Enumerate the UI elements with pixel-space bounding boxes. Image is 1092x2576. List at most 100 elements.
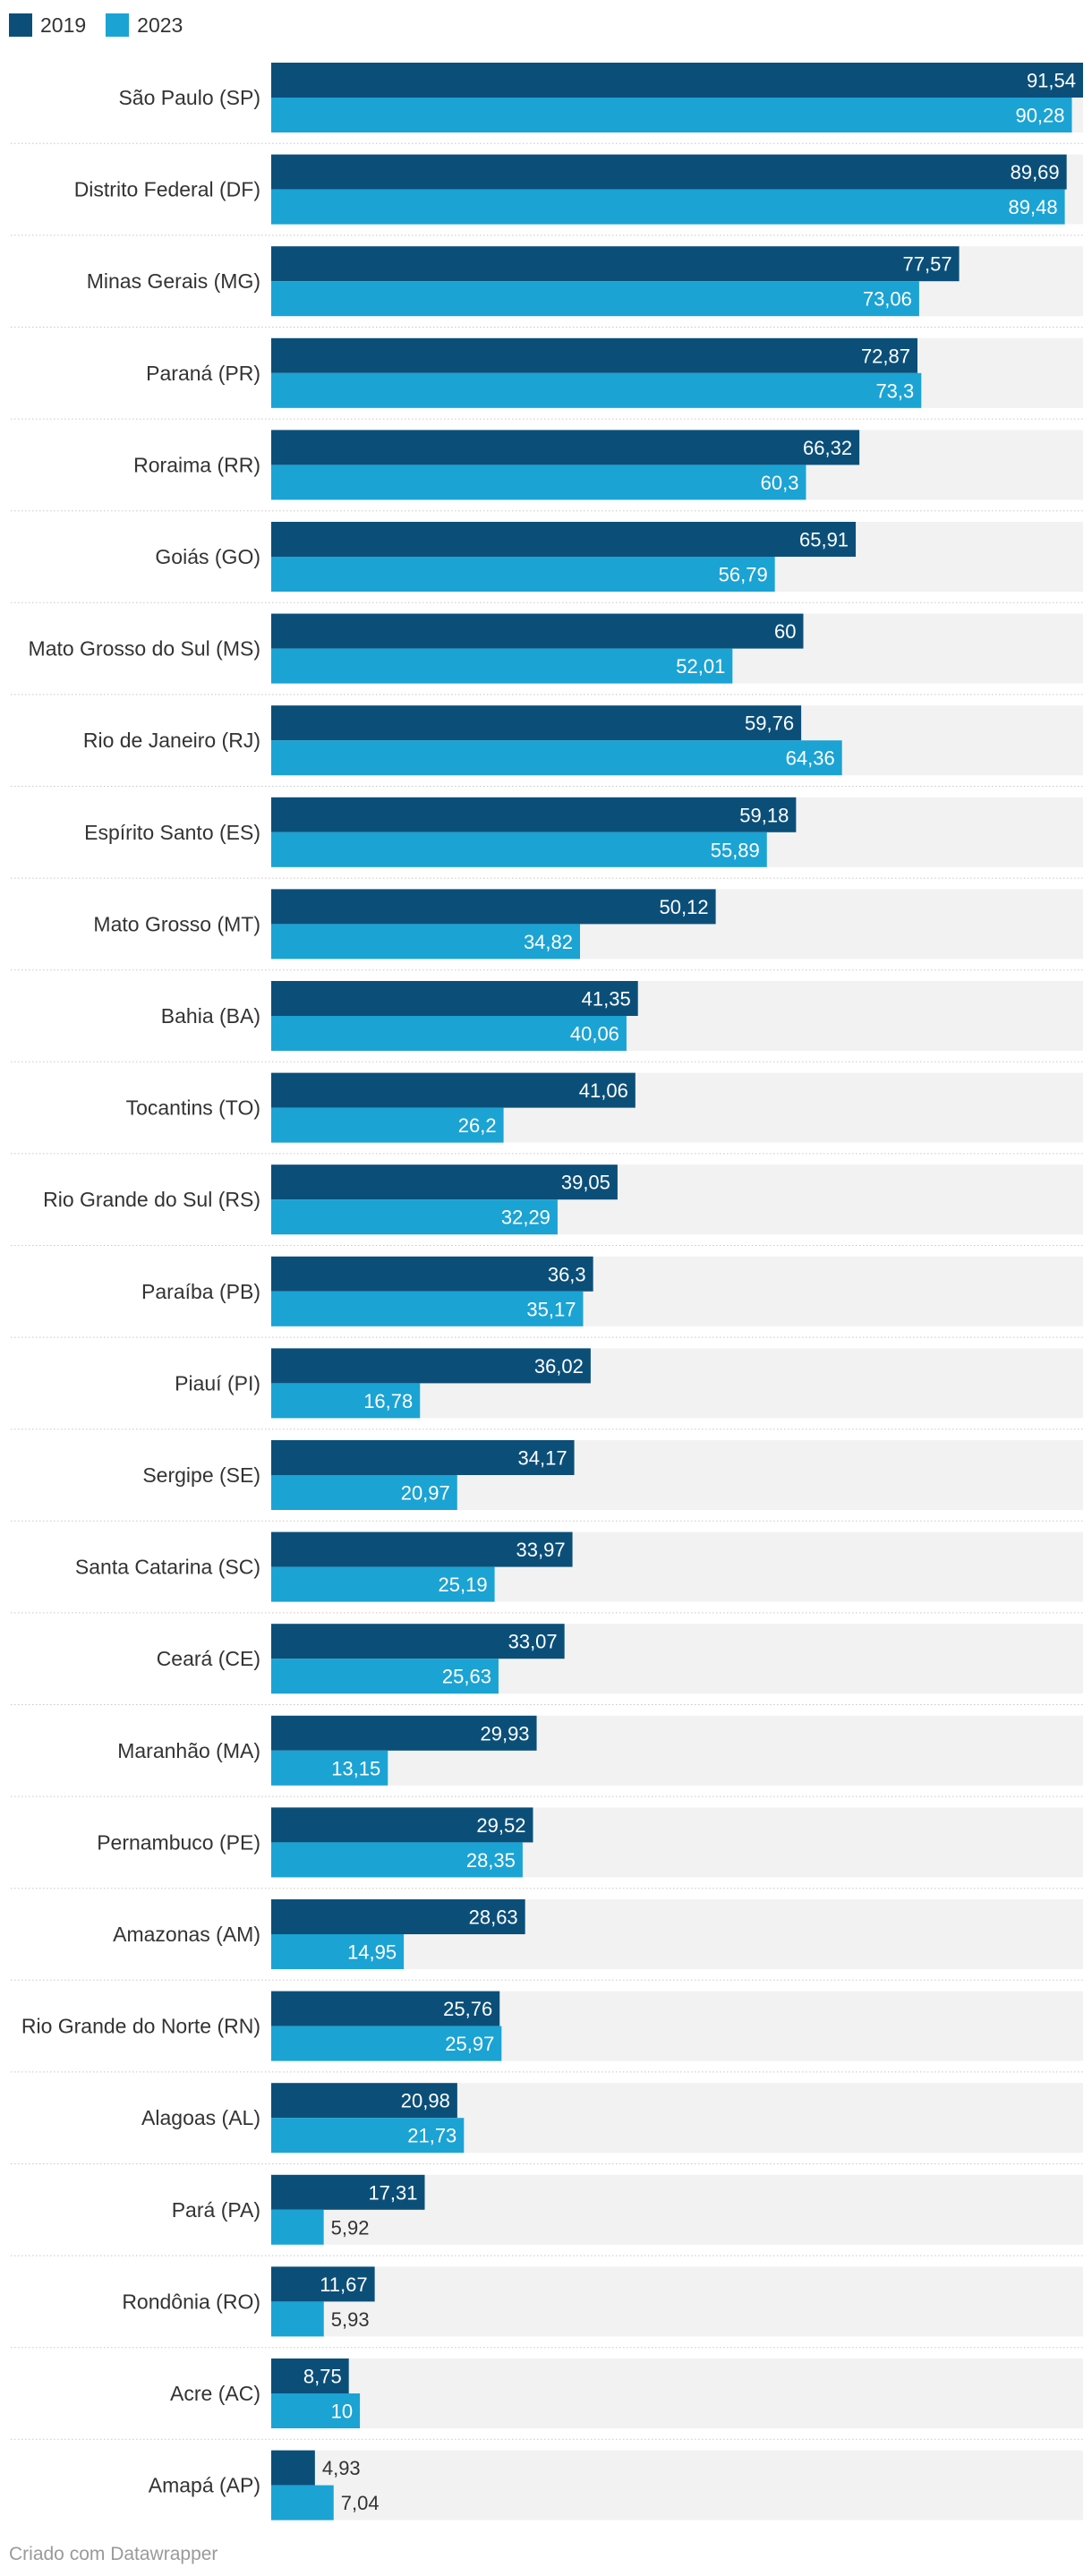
bar-2023-goi-s-go bbox=[271, 557, 775, 592]
data-label-2023: 56,79 bbox=[719, 564, 768, 586]
bar-2019-minas-gerais-mg bbox=[271, 246, 960, 281]
category-label: Minas Gerais (MG) bbox=[87, 269, 260, 293]
category-label: Santa Catarina (SC) bbox=[75, 1556, 260, 1579]
data-label-2023: 25,19 bbox=[439, 1574, 488, 1596]
bar-2019-goi-s-go bbox=[271, 522, 856, 557]
bar-2023-mato-grosso-do-sul-ms bbox=[271, 649, 732, 684]
bar-2019-esp-rito-santo-es bbox=[271, 798, 796, 832]
bar-2019-s-o-paulo-sp bbox=[271, 63, 1083, 98]
data-label-2019: 36,02 bbox=[534, 1355, 584, 1378]
category-label: Paraná (PR) bbox=[146, 362, 260, 385]
data-label-2023: 7,04 bbox=[341, 2492, 380, 2514]
data-label-2023: 60,3 bbox=[761, 472, 799, 494]
data-label-2023: 21,73 bbox=[407, 2125, 456, 2147]
row-track-rond-nia-ro bbox=[271, 2266, 1083, 2336]
data-label-2023: 52,01 bbox=[676, 655, 725, 678]
bar-2023-distrito-federal-df bbox=[271, 190, 1065, 225]
category-label: Pará (PA) bbox=[172, 2198, 260, 2222]
category-label: Bahia (BA) bbox=[161, 1004, 260, 1028]
bar-2023-par-pa bbox=[271, 2210, 324, 2245]
category-label: Goiás (GO) bbox=[155, 545, 260, 568]
data-label-2019: 39,05 bbox=[561, 1172, 610, 1194]
data-label-2023: 32,29 bbox=[501, 1207, 550, 1229]
data-label-2019: 50,12 bbox=[660, 896, 709, 918]
data-label-2023: 20,97 bbox=[401, 1482, 450, 1505]
bar-2019-mato-grosso-do-sul-ms bbox=[271, 614, 803, 649]
data-label-2019: 65,91 bbox=[799, 529, 849, 551]
data-label-2019: 17,31 bbox=[368, 2181, 417, 2204]
data-label-2019: 36,3 bbox=[548, 1263, 586, 1285]
bar-2019-rio-de-janeiro-rj bbox=[271, 705, 801, 740]
bar-2023-paran-pr bbox=[271, 373, 921, 408]
data-label-2019: 4,93 bbox=[322, 2457, 361, 2479]
bar-chart: São Paulo (SP) 91,54 90,28 Distrito Federal… bbox=[0, 0, 1092, 2576]
bar-2023-rio-de-janeiro-rj bbox=[271, 740, 842, 775]
category-label: Sergipe (SE) bbox=[142, 1463, 260, 1487]
category-label: Pernambuco (PE) bbox=[97, 1830, 260, 1854]
data-label-2023: 28,35 bbox=[466, 1849, 516, 1872]
category-label: Roraima (RR) bbox=[133, 453, 260, 476]
data-label-2023: 40,06 bbox=[570, 1023, 619, 1045]
data-label-2023: 25,97 bbox=[445, 2033, 494, 2055]
data-label-2019: 66,32 bbox=[803, 437, 852, 459]
data-label-2023: 16,78 bbox=[363, 1390, 413, 1412]
category-label: Alagoas (AL) bbox=[141, 2106, 260, 2129]
category-label: Distrito Federal (DF) bbox=[74, 178, 260, 201]
bar-2019-para-ba-pb bbox=[271, 1257, 593, 1292]
data-label-2019: 28,63 bbox=[469, 1906, 518, 1929]
data-label-2019: 25,76 bbox=[443, 1998, 492, 2020]
bar-2023-esp-rito-santo-es bbox=[271, 832, 767, 867]
data-label-2023: 89,48 bbox=[1009, 196, 1058, 218]
category-label: Rondônia (RO) bbox=[122, 2290, 260, 2313]
data-label-2023: 73,06 bbox=[863, 288, 912, 311]
data-label-2023: 13,15 bbox=[331, 1757, 380, 1779]
data-label-2023: 64,36 bbox=[786, 747, 835, 770]
data-label-2023: 55,89 bbox=[711, 839, 760, 861]
data-label-2019: 11,67 bbox=[320, 2273, 367, 2296]
data-label-2019: 59,76 bbox=[745, 712, 794, 735]
bar-2019-amap-ap bbox=[271, 2451, 315, 2486]
data-label-2023: 34,82 bbox=[524, 931, 573, 953]
category-label: Maranhão (MA) bbox=[117, 1739, 260, 1762]
bar-2019-paran-pr bbox=[271, 338, 917, 373]
data-label-2019: 29,93 bbox=[480, 1722, 529, 1744]
category-label: Espírito Santo (ES) bbox=[84, 821, 260, 844]
data-label-2019: 91,54 bbox=[1027, 70, 1076, 92]
data-label-2023: 5,93 bbox=[331, 2308, 370, 2331]
data-label-2023: 14,95 bbox=[347, 1941, 397, 1964]
data-label-2023: 5,92 bbox=[331, 2216, 370, 2239]
category-label: Tocantins (TO) bbox=[126, 1096, 260, 1120]
data-label-2019: 33,07 bbox=[508, 1631, 558, 1653]
bar-2023-minas-gerais-mg bbox=[271, 281, 919, 316]
category-label: Mato Grosso do Sul (MS) bbox=[29, 637, 260, 661]
row-track-amap-ap bbox=[271, 2451, 1083, 2521]
category-label: Amazonas (AM) bbox=[113, 1923, 260, 1946]
data-label-2019: 29,52 bbox=[476, 1814, 525, 1837]
data-label-2023: 26,2 bbox=[458, 1114, 497, 1137]
data-label-2019: 60 bbox=[774, 620, 796, 643]
category-label: Ceará (CE) bbox=[157, 1647, 260, 1670]
data-label-2019: 59,18 bbox=[739, 804, 789, 826]
data-label-2023: 90,28 bbox=[1015, 105, 1064, 127]
data-label-2023: 10 bbox=[331, 2401, 353, 2423]
bar-2019-distrito-federal-df bbox=[271, 155, 1067, 190]
bar-2019-mato-grosso-mt bbox=[271, 889, 716, 924]
data-label-2019: 20,98 bbox=[401, 2090, 450, 2112]
data-label-2019: 41,06 bbox=[579, 1079, 628, 1102]
data-label-2019: 33,97 bbox=[516, 1539, 566, 1561]
data-label-2019: 41,35 bbox=[582, 988, 631, 1011]
data-label-2023: 73,3 bbox=[875, 380, 914, 402]
data-label-2019: 77,57 bbox=[903, 253, 952, 276]
data-label-2023: 35,17 bbox=[526, 1298, 576, 1320]
bar-2023-s-o-paulo-sp bbox=[271, 98, 1072, 132]
bar-2019-roraima-rr bbox=[271, 430, 859, 465]
category-label: Rio de Janeiro (RJ) bbox=[83, 729, 260, 752]
category-label: Piauí (PI) bbox=[175, 1371, 260, 1395]
category-label: Amapá (AP) bbox=[149, 2474, 260, 2497]
data-label-2019: 89,69 bbox=[1011, 161, 1060, 183]
category-label: Rio Grande do Norte (RN) bbox=[21, 2015, 260, 2038]
footer-credit: Criado com Datawrapper bbox=[9, 2544, 218, 2565]
category-label: Rio Grande do Sul (RS) bbox=[43, 1188, 260, 1211]
category-label: Mato Grosso (MT) bbox=[93, 912, 260, 935]
category-label: São Paulo (SP) bbox=[118, 86, 260, 109]
